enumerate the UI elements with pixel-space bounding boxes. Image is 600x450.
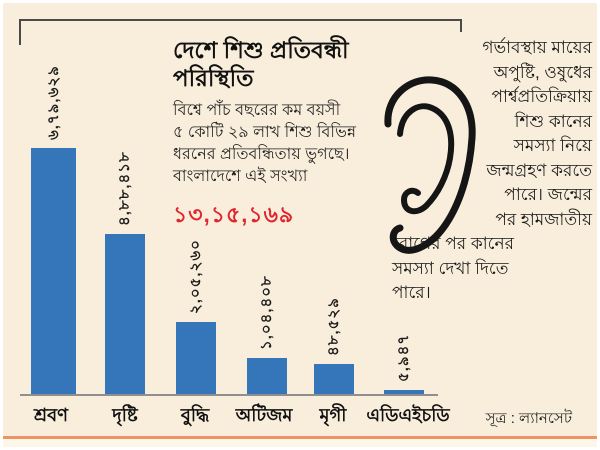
- ear-note-line: পারে। জন্মের: [504, 185, 592, 204]
- chart-baseline: [20, 394, 438, 396]
- bar-category-label: অটিজম: [235, 405, 293, 425]
- ear-note-line: সমস্যা নিয়ে: [513, 136, 592, 155]
- ear-note-line: পারে।: [392, 283, 431, 302]
- intro-line-4: বাংলাদেশে এই সংখ্যা: [173, 168, 308, 185]
- bar-value-label: ১,০৪,৪০৮: [258, 275, 275, 350]
- ear-note-line: পর হামজাতীয়: [495, 209, 592, 229]
- intro-line-3: ধরনের প্রতিবন্ধিতায় ভুগছে।: [173, 146, 350, 163]
- ear-note-line: গর্ভাবস্থায় মায়ের: [482, 38, 592, 57]
- ear-note-line: জন্মগ্রহণ করতে: [486, 160, 592, 180]
- bottom-accent-line: [3, 436, 597, 439]
- intro-line-2: ৫ কোটি ২৯ লাখ শিশু বিভিন্ন: [173, 124, 357, 141]
- ear-note-line: পার্শ্বপ্রতিক্রিয়ায়: [491, 87, 592, 106]
- ear-note-line: অপুষ্টি, ওষুধের: [493, 62, 592, 82]
- ear-note-line: সমস্যা দেখা দিতে: [392, 258, 509, 278]
- bar-3: [176, 322, 216, 394]
- bar-value-label: ৬,৭৯,৬২৯: [44, 65, 62, 140]
- source-note: সূত্র : ল্যানসেট: [485, 410, 572, 427]
- ear-note-line: শিশু কানের: [514, 111, 592, 131]
- page-title: দেশে শিশু প্রতিবন্ধী পরিস্থিতি: [173, 37, 349, 91]
- bar-category-label: মৃগী: [319, 405, 347, 425]
- ear-note-line: রোগের পর কানের: [392, 234, 514, 253]
- bar-1: [31, 148, 76, 394]
- callout-bracket-right-drop: [460, 19, 462, 32]
- ear-inner-helix: [397, 103, 455, 215]
- bar-category-label: বুদ্ধি: [180, 405, 210, 425]
- bar-category-label: এডিএইচডি: [366, 405, 450, 425]
- bar-6: [384, 390, 424, 394]
- bar-category-label: শ্রবণ: [34, 405, 68, 425]
- infographic-panel: [3, 3, 597, 436]
- bar-value-label: ৪,৮৮,৪১৮: [116, 151, 133, 226]
- bar-category-label: দৃষ্টি: [112, 405, 138, 425]
- title-block: দেশে শিশু প্রতিবন্ধী পরিস্থিতি বিশ্বে পা…: [173, 36, 423, 235]
- total-count: ১৩,১৫,১৬৯: [173, 202, 295, 227]
- bar-value-label: ২,০৫,২৬০: [187, 239, 204, 314]
- ear-note: গর্ভাবস্থায় মায়ের অপুষ্টি, ওষুধের পার্…: [392, 36, 592, 306]
- ear-outer-helix: [384, 76, 476, 254]
- callout-bracket-line: [19, 19, 462, 45]
- ear-icon: [384, 76, 476, 254]
- bar-2: [105, 234, 145, 394]
- bar-value-label: ৫,৯৪৭: [395, 333, 412, 382]
- bar-5: [314, 364, 354, 394]
- bottom-strip: [3, 439, 597, 447]
- bar-4: [247, 358, 287, 394]
- intro-line-1: বিশ্বে পাঁচ বছরের কম বয়সী: [173, 102, 341, 119]
- bar-value-label: ৪৮,৫২৯: [325, 297, 342, 356]
